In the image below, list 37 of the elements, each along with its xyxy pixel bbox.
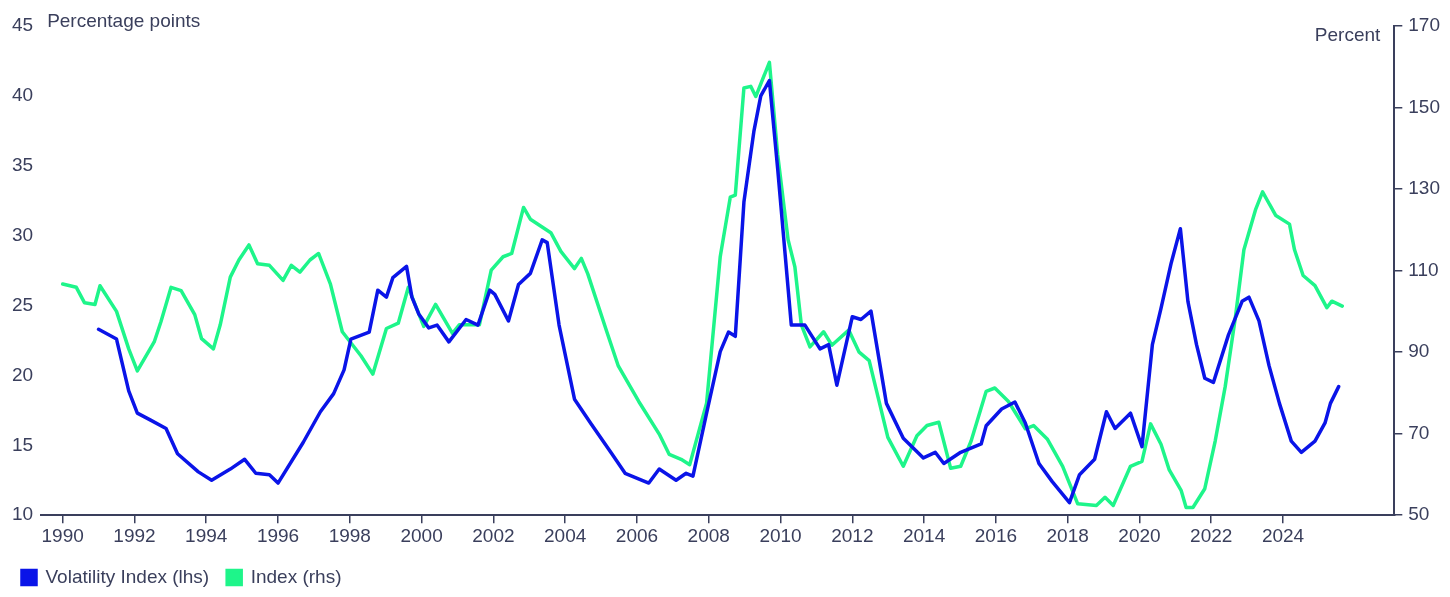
x-tick-label: 2018: [1046, 524, 1089, 546]
y2-tick-label: 170: [1408, 14, 1440, 36]
y2-axis-title: Percent: [1314, 24, 1382, 46]
x-tick-label: 2022: [1190, 524, 1233, 546]
x-tick-label: 1998: [328, 524, 371, 546]
x-tick-label: 2014: [902, 524, 946, 546]
y-tick-label: 30: [11, 223, 34, 245]
x-tick-label: 2010: [759, 524, 802, 546]
y2-tick-label: 90: [1408, 340, 1430, 362]
y-tick-label: 15: [11, 433, 34, 455]
x-tick-label: 2002: [472, 524, 515, 546]
y-tick-label: 10: [11, 503, 34, 525]
legend-label: Index (rhs): [250, 565, 342, 587]
y-tick-label: 25: [11, 293, 34, 315]
y-tick-label: 40: [11, 84, 34, 106]
y2-tick-label: 50: [1408, 503, 1430, 525]
y2-tick-label: 150: [1408, 95, 1440, 117]
x-tick-label: 1996: [256, 524, 300, 546]
x-tick-label: 1994: [185, 524, 228, 546]
x-tick-label: 2012: [831, 524, 874, 546]
y-tick-label: 35: [11, 154, 34, 176]
y2-tick-label: 110: [1408, 258, 1439, 280]
y2-tick-label: 130: [1408, 177, 1440, 199]
y-axis-title: Percentage points: [47, 10, 201, 32]
x-tick-label: 2008: [687, 524, 730, 546]
x-tick-label: 1990: [41, 524, 84, 546]
y-tick-label: 45: [11, 14, 34, 36]
y2-tick-label: 70: [1408, 421, 1430, 443]
y-tick-label: 20: [11, 363, 34, 385]
legend-label: Volatility Index (lhs): [45, 565, 210, 587]
x-tick-label: 2006: [615, 524, 659, 546]
x-tick-label: 2024: [1261, 524, 1305, 546]
x-tick-label: 2004: [544, 524, 587, 546]
x-tick-label: 2000: [400, 524, 443, 546]
x-tick-label: 1992: [113, 524, 156, 546]
x-tick-label: 2020: [1118, 524, 1161, 546]
x-tick-label: 2016: [974, 524, 1018, 546]
